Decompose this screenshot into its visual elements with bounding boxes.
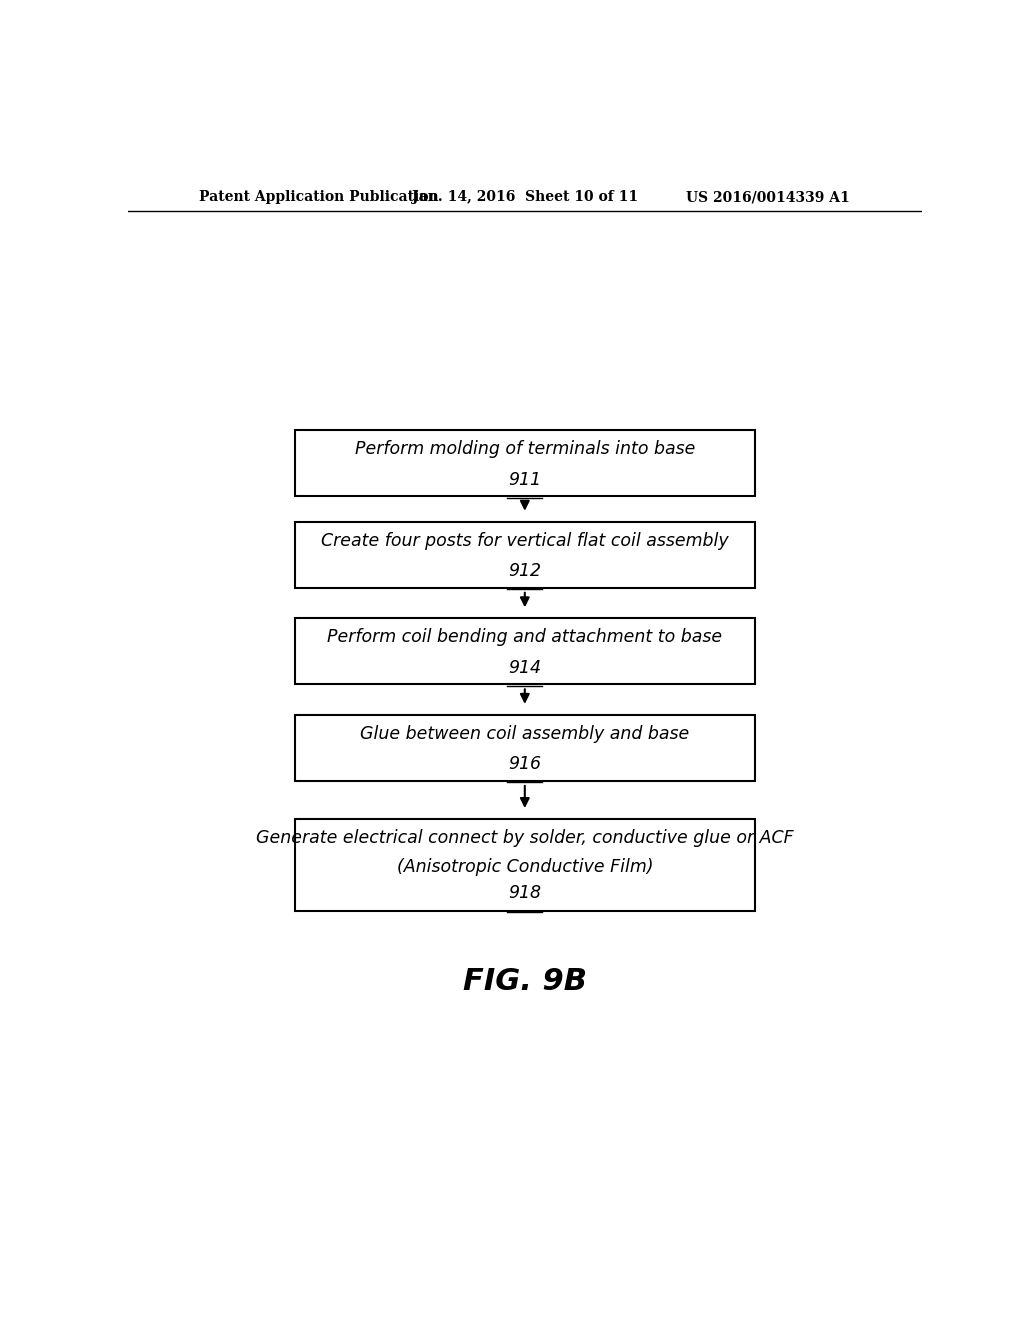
Text: (Anisotropic Conductive Film): (Anisotropic Conductive Film) xyxy=(396,858,653,876)
Text: 916: 916 xyxy=(508,755,542,774)
Text: Create four posts for vertical flat coil assembly: Create four posts for vertical flat coil… xyxy=(321,532,729,549)
Text: US 2016/0014339 A1: US 2016/0014339 A1 xyxy=(686,190,850,205)
Text: 918: 918 xyxy=(508,884,542,903)
Text: Perform molding of terminals into base: Perform molding of terminals into base xyxy=(354,440,695,458)
Bar xyxy=(295,715,755,781)
Bar xyxy=(295,430,755,496)
Text: 911: 911 xyxy=(508,471,542,488)
Text: 914: 914 xyxy=(508,659,542,677)
Bar xyxy=(295,521,755,587)
Text: FIG. 9B: FIG. 9B xyxy=(463,968,587,997)
Bar xyxy=(295,618,755,684)
Text: 912: 912 xyxy=(508,562,542,579)
Text: Perform coil bending and attachment to base: Perform coil bending and attachment to b… xyxy=(328,628,722,645)
Text: Generate electrical connect by solder, conductive glue or ACF: Generate electrical connect by solder, c… xyxy=(256,829,794,847)
Text: Glue between coil assembly and base: Glue between coil assembly and base xyxy=(360,725,689,743)
Text: Jan. 14, 2016  Sheet 10 of 11: Jan. 14, 2016 Sheet 10 of 11 xyxy=(412,190,638,205)
Text: Patent Application Publication: Patent Application Publication xyxy=(200,190,439,205)
Bar xyxy=(295,818,755,911)
